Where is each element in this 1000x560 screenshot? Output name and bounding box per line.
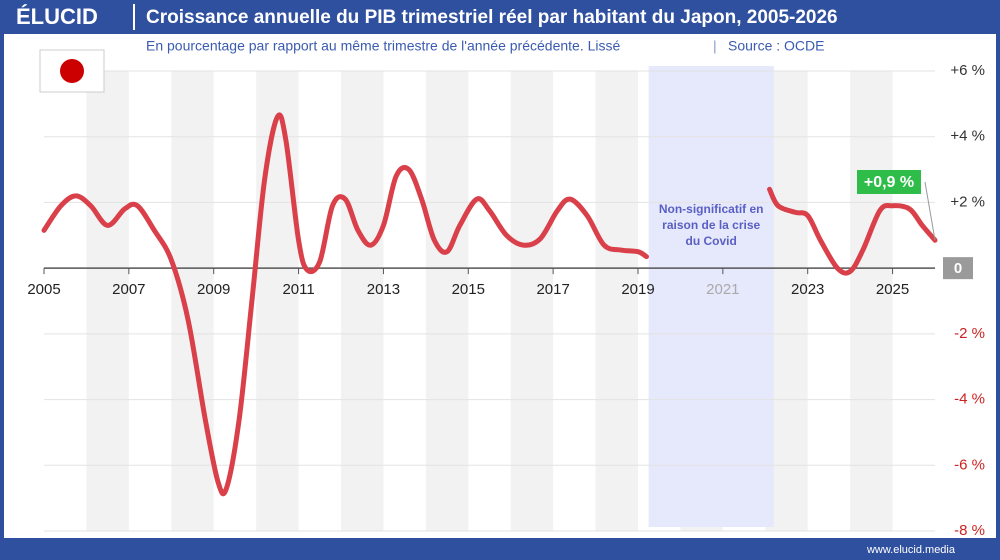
- y-tick-label: -2 %: [954, 325, 985, 342]
- header-bar: [0, 0, 1000, 34]
- x-tick-label: 2021: [706, 281, 739, 298]
- covid-band: [648, 66, 774, 527]
- stripe: [171, 71, 214, 531]
- x-tick-label: 2019: [621, 281, 654, 298]
- frame-right: [996, 0, 1000, 560]
- covid-label: Non-significatif en: [659, 202, 764, 216]
- x-tick-label: 2011: [282, 281, 314, 298]
- y-tick-label: -6 %: [954, 456, 985, 473]
- source: Source : OCDE: [728, 38, 824, 54]
- stripe: [341, 71, 384, 531]
- covid-label: du Covid: [686, 234, 737, 248]
- value-label-box: [857, 170, 921, 194]
- label-leader: [924, 181, 936, 241]
- x-tick-label: 2013: [367, 281, 400, 298]
- chart-title: Croissance annuelle du PIB trimestriel r…: [146, 7, 838, 28]
- x-tick-label: 2009: [197, 281, 230, 298]
- y-tick-label: 0: [954, 260, 962, 277]
- stripe: [86, 71, 129, 531]
- footer-bar: [0, 538, 1000, 560]
- x-tick-label: 2005: [27, 281, 60, 298]
- y-tick-label: -8 %: [954, 522, 985, 539]
- value-label: +0,9 %: [864, 174, 914, 191]
- separator: |: [713, 38, 717, 54]
- y-tick-label: +6 %: [950, 62, 985, 79]
- footer: www.elucid.media: [866, 544, 956, 556]
- stripe: [595, 71, 638, 531]
- stripe: [425, 71, 469, 531]
- x-tick-label: 2025: [876, 281, 909, 298]
- x-tick-label: 2023: [791, 281, 824, 298]
- y-tick-label: +4 %: [950, 128, 985, 145]
- flag-sun: [60, 59, 84, 83]
- zero-label-box: [943, 257, 973, 280]
- stripe: [256, 71, 299, 531]
- chart-subtitle: En pourcentage par rapport au même trime…: [146, 38, 620, 54]
- y-tick-label: +2 %: [950, 193, 985, 210]
- stripe: [850, 71, 893, 531]
- x-tick-label: 2015: [452, 281, 485, 298]
- plot-area: +6 % +4 % +2 % 0 -2 % -4 % -6 % -8 % 2005 2007 200…: [27, 62, 985, 539]
- x-tick-label: 2017: [536, 281, 569, 298]
- series-line: [41, 112, 938, 497]
- x-tick-label: 2007: [112, 281, 145, 298]
- covid-label: raison de la crise: [662, 218, 760, 232]
- stripe: [510, 71, 554, 531]
- frame-left: [0, 0, 4, 560]
- y-tick-label: -4 %: [954, 391, 985, 408]
- brand: ÉLUCID: [16, 4, 98, 29]
